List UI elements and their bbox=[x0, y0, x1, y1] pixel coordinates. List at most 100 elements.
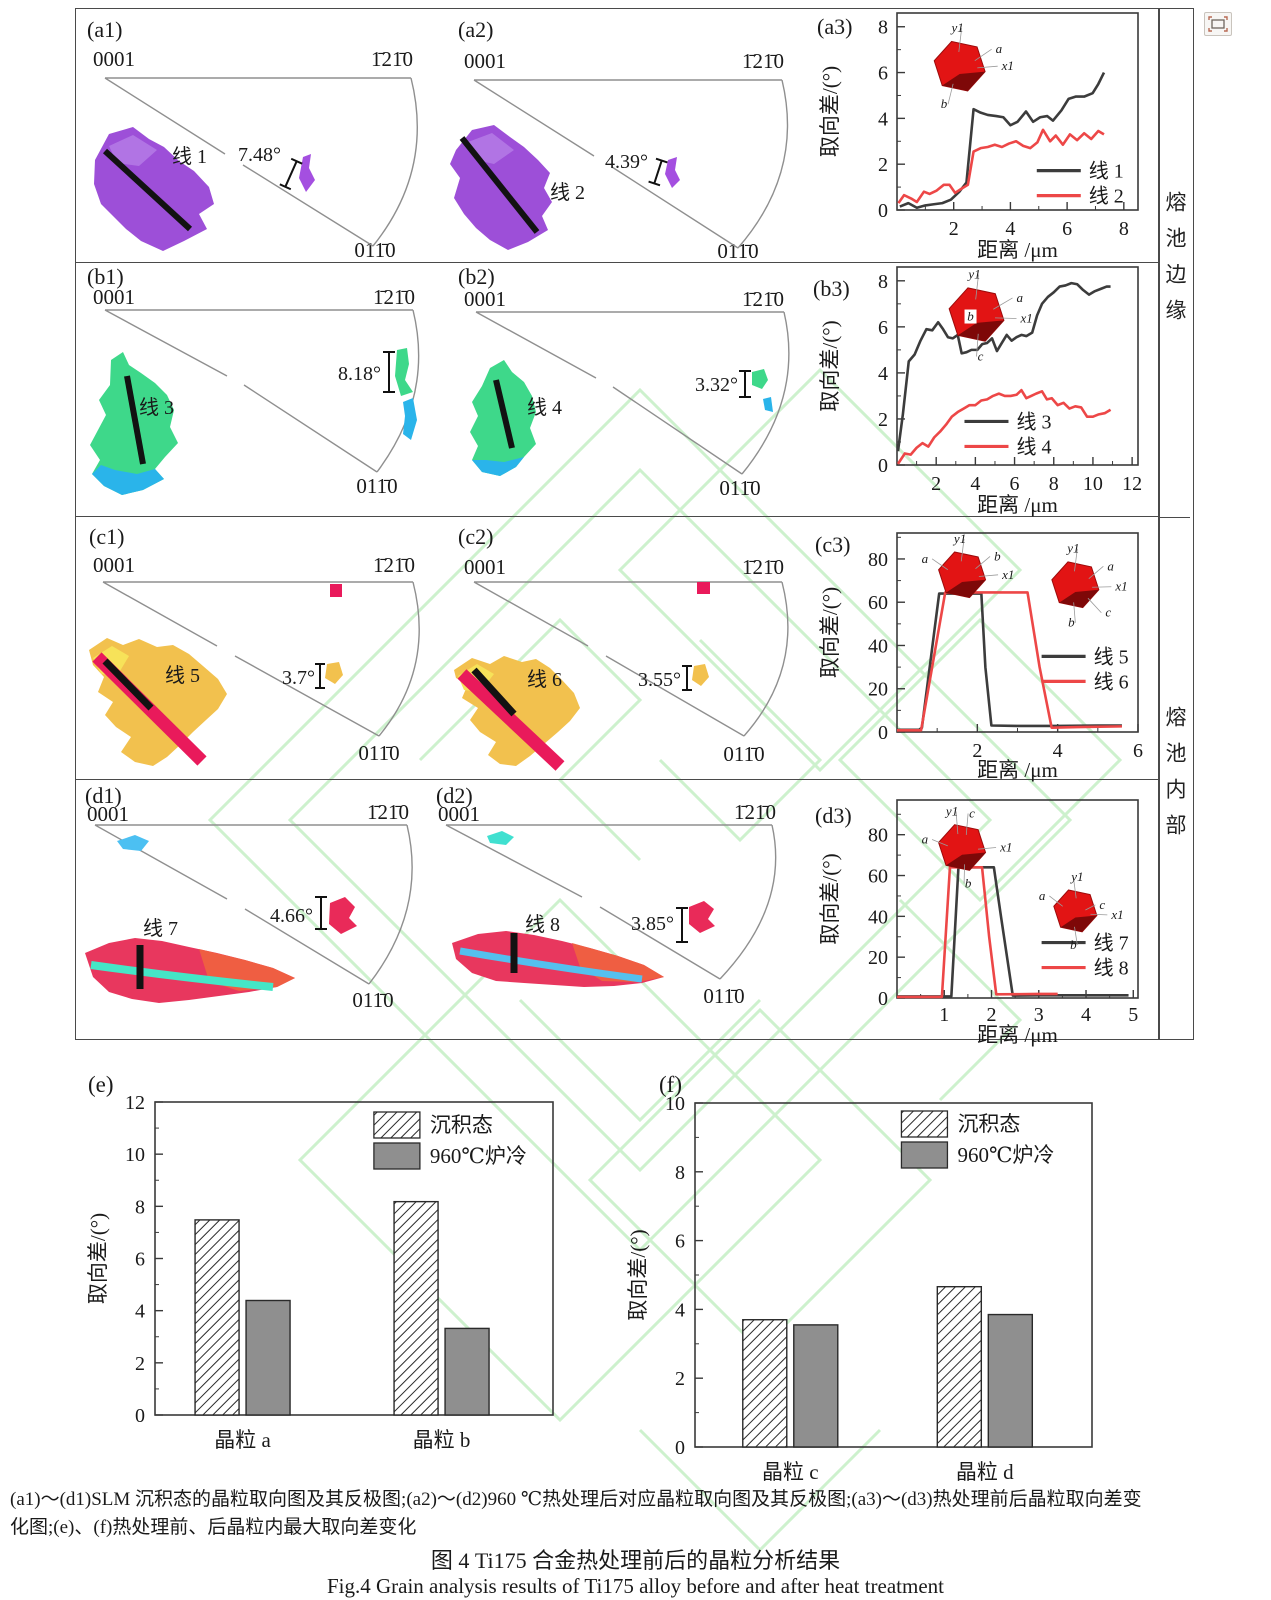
y-axis-label: 取向差/(°) bbox=[86, 1213, 110, 1304]
x-tick-label: 12 bbox=[1122, 473, 1142, 495]
crystal-axis-label: b bbox=[1068, 615, 1075, 630]
region-label-melt-pool-interior: 熔池内部 bbox=[1160, 517, 1190, 1038]
grain-yellow-magenta bbox=[89, 584, 343, 766]
x-axis-label: 距离 /μm bbox=[977, 238, 1058, 262]
crystal-inset-icon: y1 a x1 b bbox=[933, 20, 1014, 111]
pole-1210: 1̄21̄0 bbox=[367, 800, 409, 824]
series-线 2 bbox=[897, 128, 1105, 204]
panel-label: (e) bbox=[88, 1072, 114, 1097]
pole-0001: 0001 bbox=[464, 287, 506, 311]
y-tick-label: 4 bbox=[675, 1299, 685, 1321]
crystal-axis-label: x1 bbox=[1001, 58, 1014, 73]
ipf-map-c1: (c1) 0001 1̄21̄0 011̄0 线 5 3.7° bbox=[89, 524, 420, 766]
chart-d3: 1 2 3 4 5 0 20 40 60 80 距离 /μm 取向差/(°) (d3) 线 7线 8 y1 c… bbox=[815, 799, 1139, 1047]
chart-a3: 2 4 6 8 0 2 4 6 8 距离 /μm 取向差/(°) (a3) 线 1线 2 y1 a x1 b bbox=[817, 12, 1139, 262]
misorientation-angle: 7.48° bbox=[238, 144, 281, 166]
ipf-wedge bbox=[473, 581, 789, 737]
ipf-wedge bbox=[475, 311, 790, 475]
grain-sliver bbox=[487, 831, 514, 845]
y-tick-label: 12 bbox=[125, 1092, 145, 1114]
misorientation-angle: 3.32° bbox=[695, 374, 738, 396]
panel-label: (d1) bbox=[85, 783, 122, 808]
figure-frame bbox=[75, 8, 1159, 1040]
crystal-axis-label: x1 bbox=[1110, 907, 1123, 922]
series-线 6 bbox=[897, 591, 1122, 732]
crystal-axis-label: y1 bbox=[944, 804, 958, 819]
y-tick-label: 40 bbox=[868, 635, 888, 657]
y-axis-label: 取向差/(°) bbox=[818, 320, 842, 411]
legend-label: 线 2 bbox=[1089, 185, 1124, 208]
region-sidebar: 熔池边缘 熔池内部 bbox=[1159, 8, 1194, 1040]
crystal-axis-label: y1 bbox=[950, 20, 964, 35]
crystal-axis-label: y1 bbox=[1069, 869, 1083, 884]
line-label: 线 2 bbox=[550, 181, 585, 204]
y-tick-label: 6 bbox=[878, 63, 888, 85]
crystal-inset-icon: a y1 bx1 bbox=[922, 531, 1014, 599]
grain-sliver bbox=[752, 369, 768, 389]
bar-960℃炉冷-晶粒 a bbox=[245, 1299, 291, 1416]
y-tick-label: 10 bbox=[125, 1144, 145, 1166]
x-tick-label: 1 bbox=[939, 1004, 949, 1026]
panel-label: (a1) bbox=[87, 17, 122, 42]
crystal-axis-label: b bbox=[941, 96, 948, 111]
legend-label: 线 1 bbox=[1089, 160, 1124, 183]
bar-chart-f: 0 2 4 6 8 10 取向差/(°) (f) 晶粒 c 晶粒 d 沉积态 960℃炉冷 bbox=[626, 1072, 1093, 1484]
crystal-inset-icon: y1 a c x1 b bbox=[1039, 869, 1124, 952]
y-tick-label: 20 bbox=[868, 679, 888, 701]
crystal-axis-label: c bbox=[978, 349, 984, 364]
line-label: 线 3 bbox=[139, 396, 174, 419]
x-tick-label: 6 bbox=[1010, 473, 1020, 495]
snapshot-icon bbox=[1208, 16, 1228, 32]
pole-1210: 1̄21̄0 bbox=[373, 285, 415, 309]
bar-960℃炉冷-晶粒 d bbox=[987, 1313, 1034, 1448]
y-tick-label: 2 bbox=[878, 154, 888, 176]
ipf-wedge bbox=[104, 77, 418, 247]
grain-sliver bbox=[117, 835, 149, 851]
crystal-inset-icon: y1 a x1 b c bbox=[948, 267, 1033, 364]
crystal-axis-label: a bbox=[1107, 558, 1114, 573]
bar-沉积态-晶粒 c bbox=[742, 1319, 788, 1448]
pole-1210: 1̄21̄0 bbox=[742, 49, 784, 73]
line-label: 线 5 bbox=[165, 664, 200, 687]
bar-chart-e: 0 2 4 6 8 10 12 取向差/(°) (e) 晶粒 a 晶粒 b 沉积态 960℃炉冷 bbox=[86, 1072, 554, 1452]
crystal-axis-label: x1 bbox=[1114, 579, 1127, 594]
bar-沉积态-晶粒 d bbox=[936, 1285, 983, 1448]
angle-marker bbox=[315, 663, 325, 689]
panel-label: (a2) bbox=[458, 17, 493, 42]
grain-sliver bbox=[330, 584, 342, 597]
y-tick-label: 0 bbox=[878, 988, 888, 1010]
x-tick-label: 2 bbox=[987, 1004, 997, 1026]
panel-label: (f) bbox=[659, 1072, 682, 1097]
ipf-wedge bbox=[104, 309, 420, 473]
grain-yellow-magenta bbox=[454, 582, 710, 771]
snapshot-tool-button[interactable] bbox=[1204, 12, 1232, 36]
x-tick-label: 4 bbox=[1005, 218, 1015, 240]
crystal-axis-label: x1 bbox=[1020, 311, 1033, 326]
grain-sliver bbox=[325, 662, 343, 684]
grain-red-cyan bbox=[452, 831, 715, 987]
crystal-axis-label: a bbox=[1017, 290, 1024, 305]
x-tick-label: 4 bbox=[970, 473, 980, 495]
ipf-wedge bbox=[445, 824, 777, 980]
angle-marker bbox=[739, 370, 751, 398]
y-tick-label: 8 bbox=[135, 1196, 145, 1218]
pole-1210: 1̄21̄0 bbox=[373, 553, 415, 577]
panel-label: (b1) bbox=[87, 264, 124, 289]
pole-0110: 011̄0 bbox=[719, 476, 760, 500]
ipf-map-d2: (d2) 0001 1̄21̄0 011̄0 线 8 3.85° bbox=[436, 783, 777, 1008]
grain-sliver bbox=[689, 901, 715, 933]
series-线 3 bbox=[896, 281, 1111, 452]
panel-label: (b3) bbox=[813, 276, 850, 301]
y-tick-label: 40 bbox=[868, 906, 888, 928]
y-tick-label: 0 bbox=[878, 455, 888, 477]
row-divider-bc bbox=[75, 516, 1159, 517]
y-tick-label: 2 bbox=[675, 1368, 685, 1390]
y-tick-label: 2 bbox=[135, 1353, 145, 1375]
x-tick-label: 3 bbox=[1034, 1004, 1044, 1026]
pole-1210: 1̄21̄0 bbox=[742, 287, 784, 311]
grain-green-blue bbox=[470, 360, 773, 476]
crystal-axis-label: y1 bbox=[966, 267, 980, 282]
grain-sliver bbox=[697, 582, 710, 594]
ipf-map-c2: (c2) 0001 1̄21̄0 011̄0 线 6 3.55° bbox=[454, 524, 789, 771]
